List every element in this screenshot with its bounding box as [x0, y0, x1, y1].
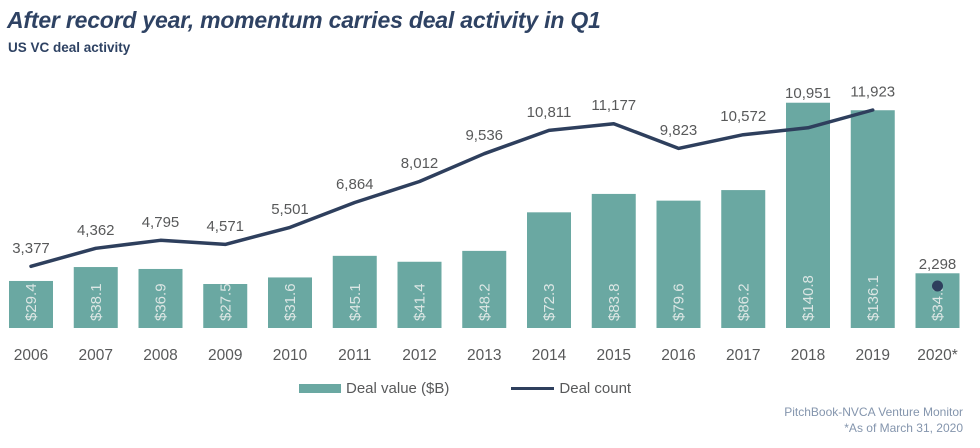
x-axis-label-2020: 2020*: [917, 347, 958, 364]
deal-count-label-2019: 11,923: [850, 84, 895, 101]
deal-count-label-2017: 10,572: [720, 108, 766, 125]
bar-value-label-2010: $31.6: [282, 283, 299, 321]
bar-value-label-2008: $36.9: [153, 283, 170, 321]
x-axis-label-2010: 2010: [273, 347, 308, 364]
deal-count-label-2007: 4,362: [77, 222, 115, 239]
deal-value-bar-2014: [527, 212, 571, 328]
legend-label-deal-count: Deal count: [559, 380, 632, 397]
x-axis-label-2012: 2012: [402, 347, 436, 364]
bar-value-label-2009: $27.5: [217, 283, 234, 321]
chart-legend: Deal value ($B) Deal count: [299, 380, 631, 397]
x-axis-label-2017: 2017: [726, 347, 760, 364]
bar-value-label-2007: $38.1: [88, 283, 105, 321]
deal-value-swatch-icon: [299, 384, 341, 393]
x-axis-label-2015: 2015: [597, 347, 631, 364]
source-attribution: PitchBook-NVCA Venture Monitor: [784, 405, 963, 419]
deal-count-point-2020: [932, 280, 943, 292]
bar-value-label-2019: $136.1: [865, 275, 882, 321]
legend-item-deal-value: Deal value ($B): [299, 380, 449, 397]
bar-value-label-2012: $41.4: [412, 283, 429, 321]
deal-count-label-2009: 4,571: [206, 218, 244, 235]
x-axis-label-2019: 2019: [856, 347, 890, 364]
deal-value-bar-2006: [9, 280, 53, 328]
bar-value-label-2013: $48.2: [476, 283, 493, 321]
deal-value-bar-2008: [138, 268, 183, 328]
bar-value-label-2011: $45.1: [347, 283, 364, 321]
bar-value-label-2014: $72.3: [541, 283, 558, 321]
deal-count-label-2010: 5,501: [271, 201, 309, 218]
legend-item-deal-count: Deal count: [511, 380, 631, 397]
deal-count-label-2015: 11,177: [591, 97, 636, 114]
x-axis-label-2011: 2011: [338, 347, 371, 364]
legend-label-deal-value: Deal value ($B): [346, 380, 450, 397]
deal-value-bar-2015: [591, 193, 636, 328]
deal-value-bar-2012: [397, 261, 442, 328]
deal-value-bar-2018: [786, 102, 830, 328]
x-axis-label-2009: 2009: [208, 347, 242, 364]
deal-value-bar-2011: [332, 255, 377, 328]
chart-footer: PitchBook-NVCA Venture Monitor *As of Ma…: [784, 404, 963, 436]
x-axis-label-2013: 2013: [467, 347, 501, 364]
deal-count-label-2014: 10,811: [527, 104, 572, 121]
as-of-note: *As of March 31, 2020: [844, 421, 963, 435]
deal-count-label-2012: 8,012: [401, 155, 439, 172]
x-axis-label-2014: 2014: [532, 347, 567, 364]
bar-value-label-2015: $83.8: [606, 283, 623, 321]
x-axis-label-2018: 2018: [791, 347, 825, 364]
bar-value-label-2006: $29.4: [23, 283, 40, 321]
deal-value-bar-2017: [721, 190, 766, 328]
bar-value-label-2020: $34.2: [930, 283, 947, 321]
deal-count-label-2013: 9,536: [465, 127, 503, 144]
deal-count-line: [29, 108, 875, 269]
x-axis-label-2006: 2006: [14, 347, 48, 364]
bar-value-label-2018: $140.8: [800, 275, 817, 321]
deal-count-swatch-icon: [511, 387, 555, 390]
x-axis-label-2007: 2007: [79, 347, 113, 364]
bar-value-label-2017: $86.2: [735, 283, 752, 321]
deal-value-bar-2019: [850, 110, 895, 329]
deal-count-label-2011: 6,864: [336, 176, 374, 193]
deal-value-bar-2013: [462, 250, 507, 328]
deal-value-bar-2007: [73, 267, 118, 328]
x-axis-label-2008: 2008: [143, 347, 177, 364]
page-title: After record year, momentum carries deal…: [7, 7, 601, 33]
deal-value-bar-2009: [203, 284, 248, 328]
deal-value-bar-2010: [268, 277, 312, 328]
x-axis-label-2016: 2016: [661, 347, 695, 364]
deal-count-label-2020: 2,298: [919, 256, 957, 273]
deal-value-bar-2016: [656, 200, 701, 328]
deal-count-label-2008: 4,795: [142, 214, 180, 231]
chart-subtitle: US VC deal activity: [8, 40, 131, 55]
deal-count-label-2006: 3,377: [12, 240, 50, 257]
deal-count-label-2018: 10,951: [785, 85, 831, 102]
deal-count-label-2016: 9,823: [660, 122, 698, 139]
bar-value-label-2016: $79.6: [671, 283, 688, 321]
